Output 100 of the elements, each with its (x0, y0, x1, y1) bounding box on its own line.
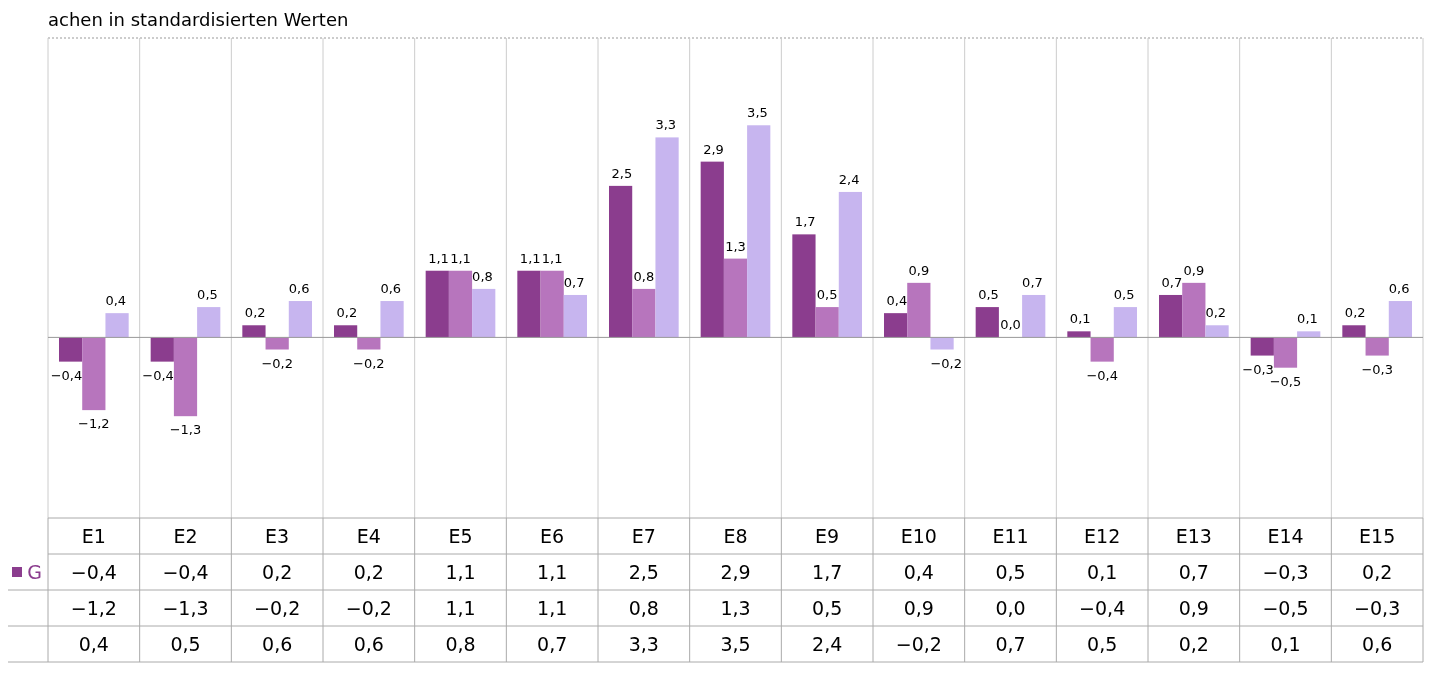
bar (700, 161, 724, 338)
bar (1205, 325, 1229, 338)
data-label: 0,8 (445, 633, 476, 655)
data-label: 0,2 (1362, 561, 1393, 583)
data-label: 0,2 (353, 561, 384, 583)
text: −0,4 (142, 367, 174, 383)
bar (1388, 301, 1412, 338)
bar (838, 191, 862, 338)
text: 0,5 (1113, 287, 1135, 303)
text: 0,1 (1297, 311, 1318, 327)
bar (380, 301, 404, 338)
data-label: 0,1 (1087, 561, 1118, 583)
text: −0,2 (930, 355, 963, 371)
data-label: −0,2 (345, 597, 392, 619)
data-label: 0,2 (1178, 633, 1209, 655)
bar (540, 270, 564, 338)
data-label: −1,2 (70, 597, 117, 619)
text: 0,5 (978, 287, 999, 303)
text: 0,7 (563, 274, 585, 290)
text: 0,7 (1022, 274, 1043, 290)
text: −1,3 (169, 422, 202, 438)
x-tick-label: E4 (356, 525, 381, 547)
bar (173, 337, 198, 417)
bar (197, 307, 221, 338)
bar (747, 125, 771, 338)
data-label: 3,3 (628, 633, 659, 655)
text: 0,8 (633, 268, 655, 284)
text: 2,4 (838, 171, 860, 187)
bar (472, 288, 496, 338)
bar (1273, 337, 1298, 368)
bar (930, 337, 954, 350)
bar (150, 337, 174, 362)
bar (1250, 337, 1274, 356)
bar (1297, 331, 1321, 338)
data-label: −0,2 (254, 597, 301, 619)
data-label: 0,0 (995, 597, 1026, 619)
data-label: 1,1 (537, 561, 568, 583)
text: 0,4 (105, 293, 127, 309)
text: 0,6 (1388, 281, 1410, 297)
bar (723, 258, 748, 338)
data-label: 0,2 (262, 561, 293, 583)
text: 1,1 (541, 250, 563, 266)
text: 2,9 (703, 141, 724, 157)
data-label: −1,3 (162, 597, 209, 619)
data-label: 0,5 (995, 561, 1026, 583)
data-label: 1,1 (445, 597, 476, 619)
x-tick-label: E6 (540, 525, 565, 547)
bar (632, 288, 656, 338)
x-tick-label: E7 (631, 525, 656, 547)
x-tick-label: E5 (448, 525, 473, 547)
x-tick-label: E13 (1175, 525, 1212, 547)
bar (265, 337, 289, 350)
x-tick-label: E8 (723, 525, 748, 547)
text: 1,1 (519, 250, 541, 266)
data-label: 0,1 (1270, 633, 1301, 655)
data-label: 0,9 (1178, 597, 1209, 619)
text: 0,2 (1344, 305, 1366, 321)
bar (1067, 331, 1091, 338)
data-label: −0,4 (70, 561, 117, 583)
data-label: −0,2 (895, 633, 942, 655)
text: 0,7 (1161, 274, 1183, 290)
bar (1342, 325, 1366, 338)
bar (334, 325, 358, 338)
data-label: 0,6 (1362, 633, 1393, 655)
bar (1113, 307, 1137, 338)
text: −1,2 (78, 416, 110, 432)
bar (975, 307, 999, 338)
bar (242, 325, 266, 338)
text: −0,2 (353, 355, 385, 371)
text: 0,5 (816, 287, 838, 303)
x-tick-label: E15 (1359, 525, 1396, 547)
text: 0,9 (908, 262, 930, 278)
x-tick-label: E14 (1267, 525, 1304, 547)
bar (1090, 337, 1114, 362)
x-tick-label: E1 (81, 525, 106, 547)
bar (517, 270, 541, 338)
text: 0,2 (244, 305, 266, 321)
data-label: 0,5 (170, 633, 201, 655)
text: −0,4 (1086, 367, 1118, 383)
bar (815, 307, 839, 338)
bar (563, 294, 587, 338)
data-label: 0,4 (78, 633, 109, 655)
data-label: 1,3 (720, 597, 751, 619)
text: −0,3 (1361, 361, 1393, 377)
bar (1365, 337, 1389, 356)
data-label: 1,1 (537, 597, 568, 619)
data-label: −0,4 (162, 561, 209, 583)
bar (792, 234, 816, 338)
text: 0,9 (1183, 262, 1205, 278)
text: 0,4 (886, 293, 908, 309)
data-label: 0,4 (903, 561, 934, 583)
text: −0,2 (261, 355, 293, 371)
legend-label: G (27, 561, 42, 583)
bar (357, 337, 381, 350)
x-tick-label: E10 (900, 525, 937, 547)
bar (884, 313, 908, 338)
text: 0,8 (472, 268, 493, 284)
data-label: 0,5 (812, 597, 843, 619)
data-label: 0,9 (903, 597, 934, 619)
data-label: 0,6 (353, 633, 384, 655)
